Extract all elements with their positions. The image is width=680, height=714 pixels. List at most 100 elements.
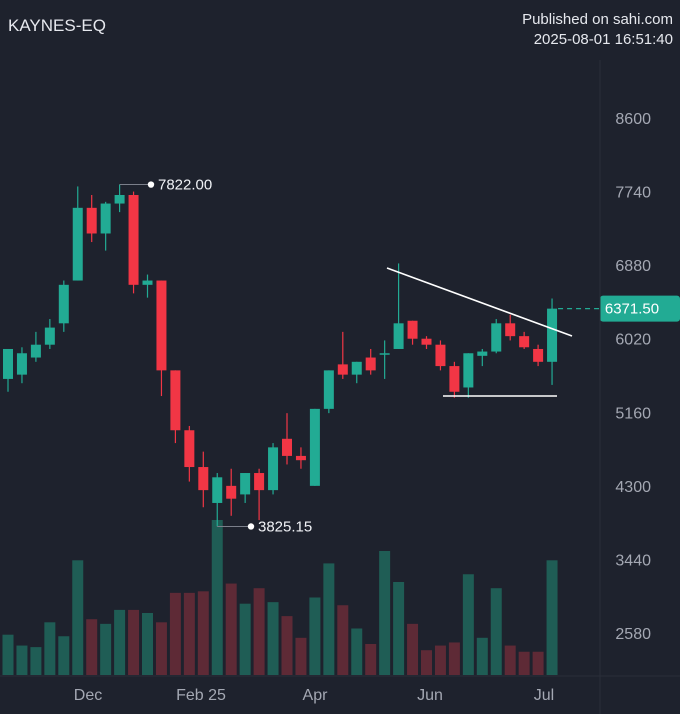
candle-body [142,280,153,285]
symbol-title: KAYNES-EQ [8,16,106,35]
volume-bar [16,645,28,675]
volume-bar [197,591,209,675]
candle-body [282,438,292,456]
x-tick-label: Apr [303,687,329,704]
candle-body [421,338,432,345]
volume-bar [142,613,153,675]
volume-bar [225,583,237,675]
candle-body [16,353,27,375]
last-price-badge [600,295,680,322]
candle-body [449,366,460,392]
y-tick-label: 7740 [615,185,651,202]
y-tick-label: 6880 [615,258,651,275]
volume-bar [448,642,460,675]
volume-bar [379,551,391,675]
candle-body [30,344,41,358]
x-tick-label: Jun [417,687,443,704]
candle-body [156,280,167,371]
volume-bar [86,619,98,675]
candle-body [128,194,139,285]
candle-body [309,408,320,486]
volume-bar [337,605,349,675]
published-timestamp: 2025-08-01 16:51:40 [533,31,673,48]
volume-bar [239,603,251,675]
candle-body [86,207,97,234]
volume-bar [281,616,293,675]
volume-bar [351,628,363,675]
candle-body [212,477,223,503]
candle-body [3,348,13,379]
candle-body [337,364,348,375]
volume-bar [183,592,195,675]
volume-bar [323,563,335,675]
candle-body [533,348,544,362]
candle-body [114,194,125,204]
x-tick-label: Dec [74,687,102,704]
volume-bar [407,623,419,675]
volume-bar [211,520,223,675]
candle-body [72,207,83,281]
volume-bar [155,622,167,675]
volume-bar [393,582,405,675]
volume-bar [128,609,140,675]
axes: 8600 7740 6880 6020 5160 4300 3440 2580 Dec Feb 2… [0,60,680,714]
y-tick-label: 8600 [615,111,651,128]
candle-body [198,467,209,491]
volume-bars [2,520,558,675]
published-info: Published on sahi.com 2025-08-01 16:51:4… [522,10,673,50]
high-marker-dot [147,181,155,188]
volume-bar [30,647,42,675]
volume-bar [309,597,321,675]
candle-body [505,323,516,337]
candle-body [407,320,418,339]
candle-body [463,353,474,388]
volume-bar [532,651,544,675]
candle-body [547,308,558,362]
y-tick-label: 6020 [615,332,651,349]
y-tick-label: 2580 [615,626,651,643]
volume-bar [253,588,265,675]
volume-bar [462,574,474,675]
candle-body [519,336,530,348]
candle-body [393,323,404,349]
volume-bar [100,623,112,675]
low-marker-dot [247,523,255,530]
volume-bar [114,609,126,675]
x-tick-label: Jul [534,687,554,704]
published-source: Published on sahi.com [522,11,673,28]
x-tick-label: Feb 25 [176,687,226,704]
high-price-label: 7822.00 [158,177,212,194]
trendline [386,267,573,337]
volume-bar [365,644,377,675]
candle-body [170,370,181,431]
volume-bar [490,588,502,675]
volume-bar [2,634,14,675]
annotations: 7822.00 3825.15 6371.50 [119,177,680,535]
candle-body [254,473,265,491]
candle-body [58,284,69,324]
candle-body [365,357,376,371]
candle-body [184,430,195,468]
volume-bar [44,622,56,675]
volume-bar [546,560,558,675]
volume-bar [169,592,181,675]
last-price-label: 6371.50 [605,301,659,318]
volume-bar [504,645,516,675]
candle-body [268,447,279,491]
low-price-label: 3825.15 [258,518,312,535]
candle-body [323,370,334,409]
candles [3,184,558,527]
candle-body [351,361,362,375]
candle-body [100,203,111,234]
volume-bar [421,650,432,675]
candle-body [240,473,251,495]
candle-body [226,485,237,499]
volume-bar [476,637,488,675]
volume-bar [295,637,307,675]
y-tick-label: 4300 [615,479,651,496]
volume-bar [72,560,84,675]
volume-bar [267,602,279,675]
candle-body [295,455,306,461]
volume-bar [518,651,530,675]
